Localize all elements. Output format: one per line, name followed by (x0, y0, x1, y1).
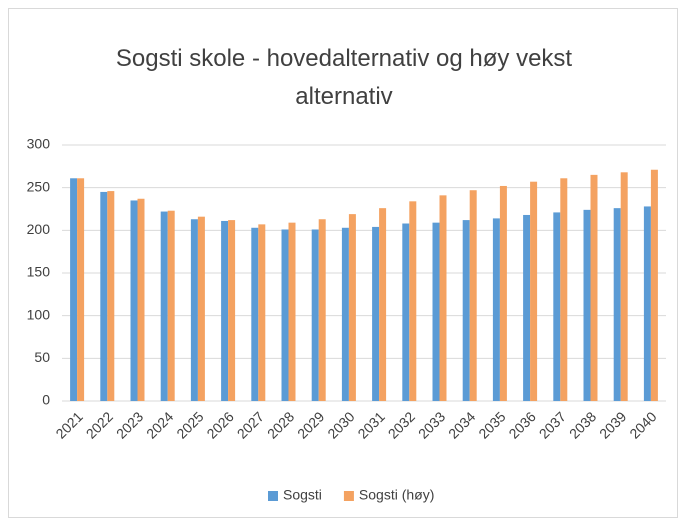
bar (553, 212, 561, 401)
x-tick-label: 2028 (264, 408, 297, 441)
x-tick-label: 2023 (113, 408, 146, 441)
bar (379, 208, 387, 401)
x-tick-label: 2035 (475, 408, 508, 441)
bar (402, 223, 410, 401)
bar (281, 229, 289, 401)
bar (583, 209, 591, 401)
x-tick-label: 2031 (354, 408, 387, 441)
bar (190, 219, 198, 401)
bar (409, 201, 417, 401)
x-tick-label: 2022 (83, 408, 116, 441)
bar (341, 227, 349, 401)
x-tick-label: 2032 (385, 408, 418, 441)
x-tick-label: 2033 (415, 408, 448, 441)
bar (311, 229, 319, 401)
bar (590, 174, 598, 401)
bar (613, 208, 621, 401)
y-tick-label: 300 (27, 136, 51, 152)
y-tick-label: 50 (34, 349, 50, 365)
x-tick-label: 2034 (445, 408, 478, 441)
x-tick-label: 2027 (234, 408, 267, 441)
legend-swatch (343, 491, 354, 501)
x-tick-label: 2026 (203, 408, 236, 441)
bar (228, 220, 236, 401)
bar (221, 220, 229, 401)
x-tick-label: 2040 (626, 408, 659, 441)
legend-swatch (268, 491, 278, 501)
chart-frame (8, 8, 678, 518)
bar (372, 226, 380, 401)
bar (160, 211, 168, 401)
bar (288, 222, 296, 401)
bar (197, 216, 205, 401)
bar (469, 190, 477, 401)
x-tick-label: 2030 (324, 408, 357, 441)
bar (70, 178, 78, 401)
bar (130, 200, 138, 401)
bar (620, 172, 628, 401)
bar (560, 178, 568, 401)
bar (348, 214, 356, 401)
y-tick-label: 100 (27, 306, 51, 322)
legend-label: Sogsti (høy) (359, 487, 434, 503)
bar (318, 219, 326, 401)
x-tick-label: 2036 (505, 408, 538, 441)
legend-label: Sogsti (283, 487, 322, 503)
bar (499, 185, 507, 401)
y-tick-label: 200 (27, 221, 51, 237)
bar (523, 214, 531, 401)
bar (492, 218, 500, 401)
x-tick-label: 2029 (294, 408, 327, 441)
bar (100, 191, 108, 401)
x-tick-label: 2025 (173, 408, 206, 441)
x-tick-label: 2021 (52, 408, 85, 441)
bar (643, 206, 651, 401)
bar (167, 210, 175, 401)
x-tick-label: 2039 (596, 408, 629, 441)
bar (462, 220, 470, 401)
y-tick-label: 150 (27, 264, 51, 280)
bar (439, 195, 447, 401)
bar (650, 169, 658, 401)
y-tick-label: 250 (27, 178, 51, 194)
bar (77, 178, 85, 401)
bar (530, 181, 538, 401)
x-tick-label: 2038 (566, 408, 599, 441)
bar (251, 227, 259, 401)
bar (432, 222, 440, 401)
bar (258, 224, 266, 401)
bar (137, 198, 145, 401)
x-tick-label: 2024 (143, 408, 176, 441)
bar (107, 191, 115, 401)
x-tick-label: 2037 (536, 408, 569, 441)
chart-title: Sogsti skole - hovedalternativ og høy ve… (115, 45, 573, 110)
y-tick-label: 0 (42, 392, 50, 408)
